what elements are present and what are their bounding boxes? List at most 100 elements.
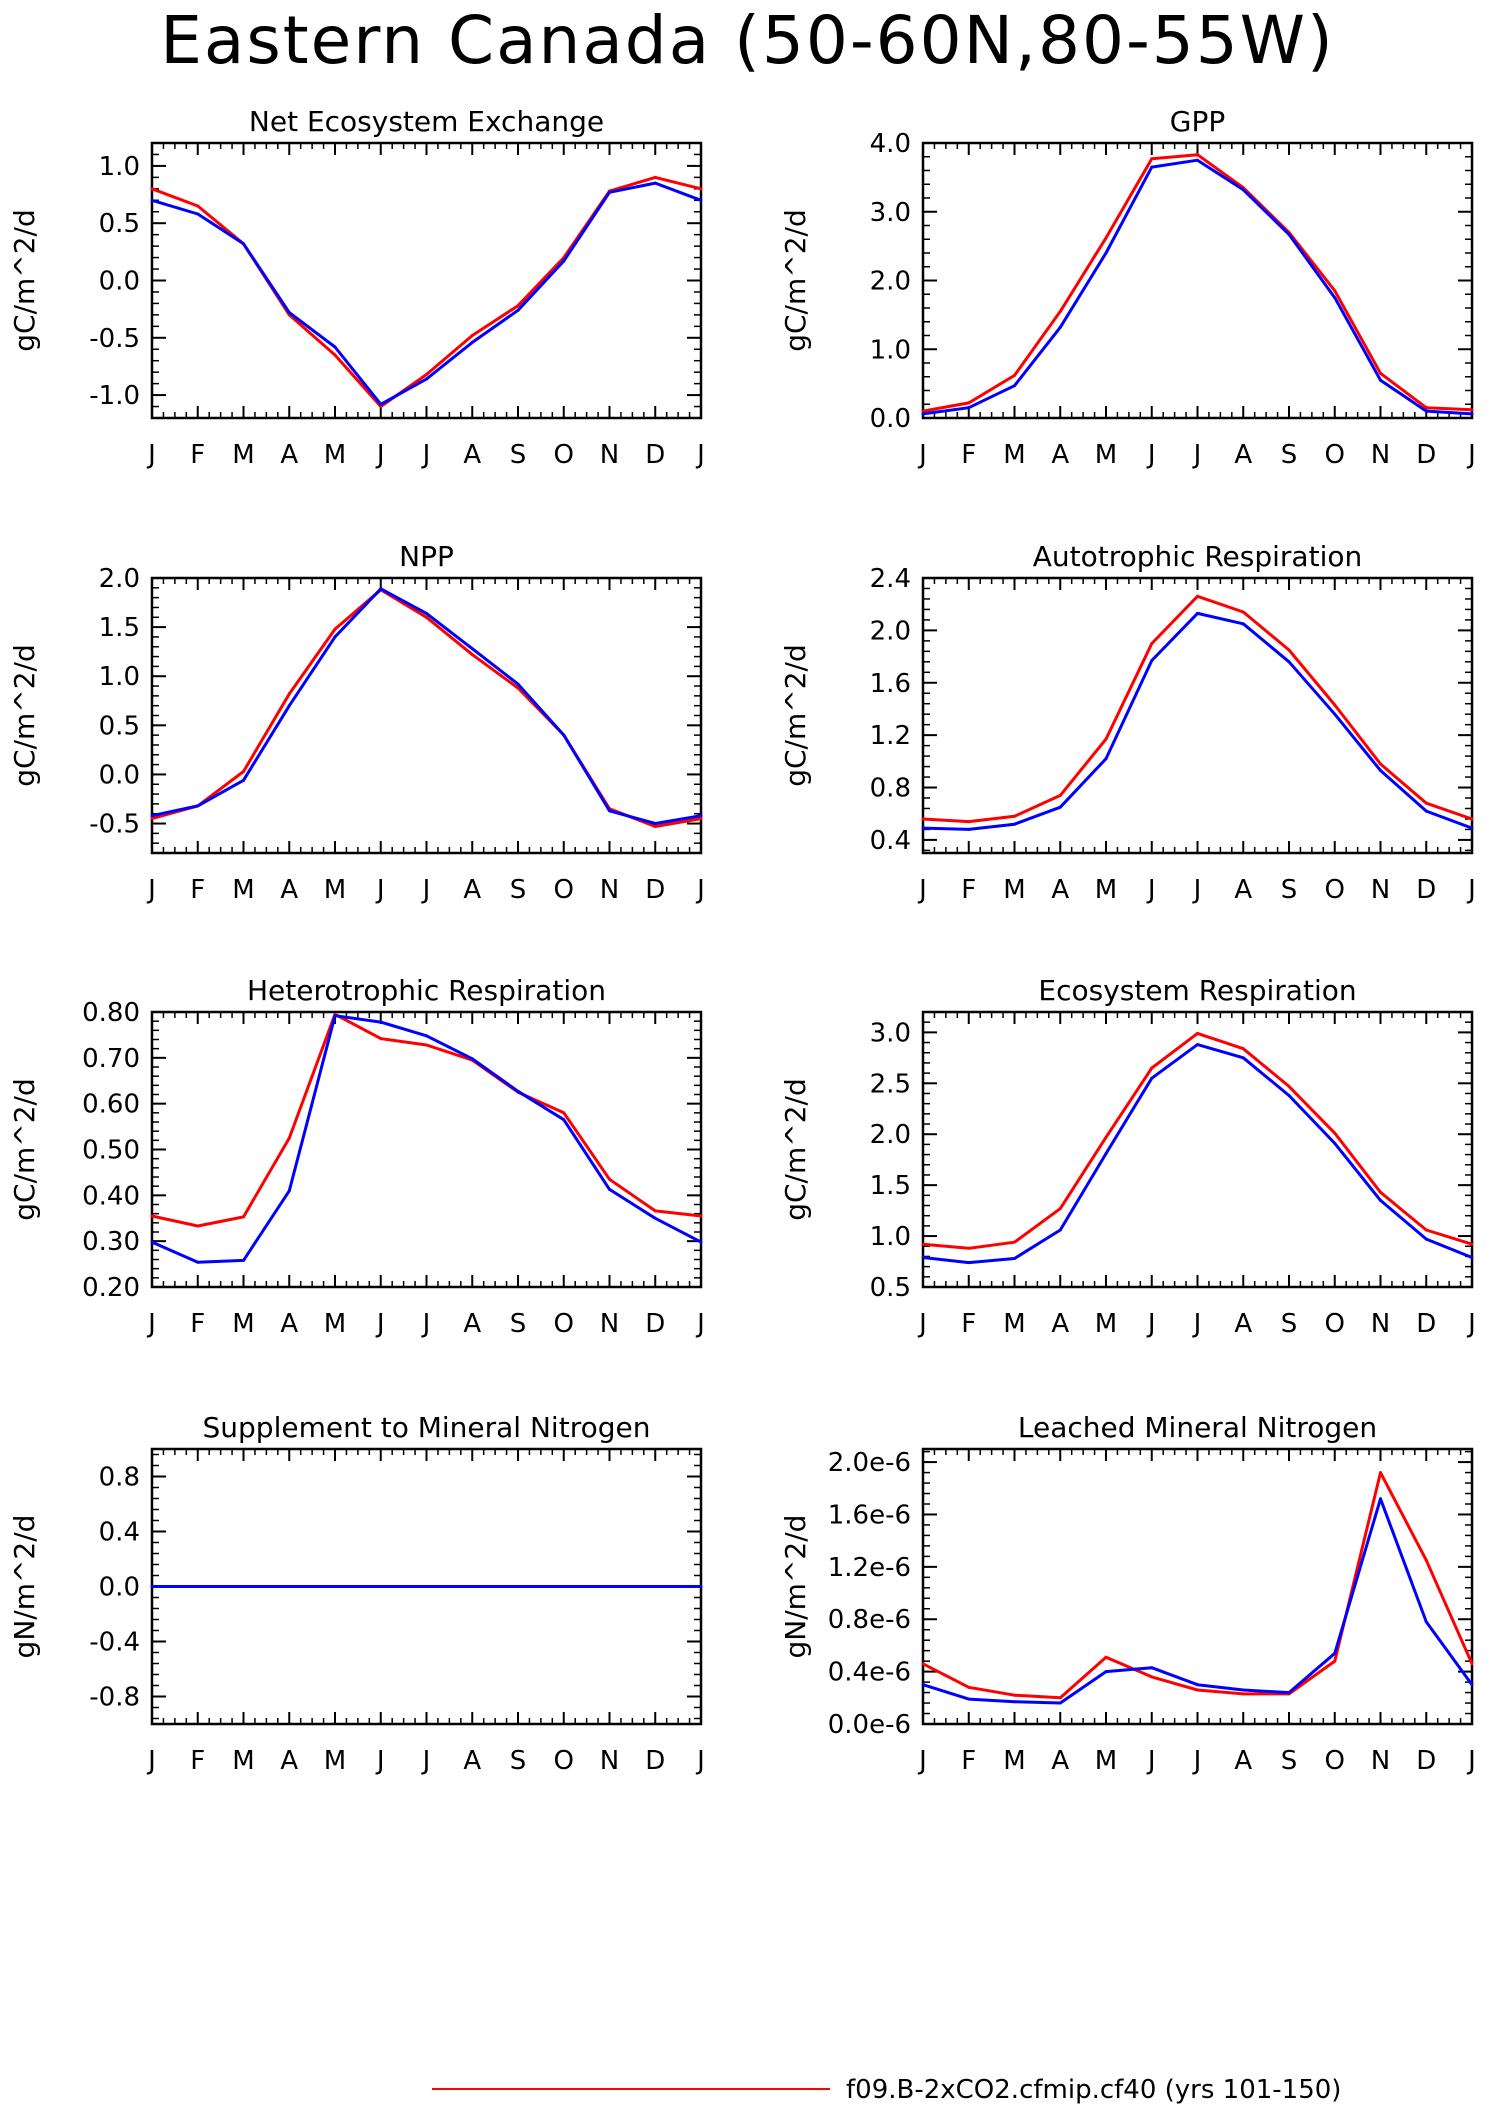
- y-tick-label: 0.8: [99, 1463, 140, 1493]
- x-tick-label: M: [324, 440, 346, 470]
- x-tick-label: A: [463, 440, 481, 470]
- x-tick-label: J: [1192, 1309, 1202, 1339]
- data-point: [562, 1118, 566, 1122]
- y-tick-label: 2.0: [870, 267, 911, 297]
- series-line: [922, 1471, 1474, 1700]
- series-line: [922, 158, 1473, 416]
- data-point: [1241, 1056, 1245, 1060]
- plot-frame: [921, 141, 1474, 420]
- data-point: [333, 1014, 337, 1018]
- x-tick-label: D: [1416, 1309, 1436, 1339]
- x-tick-label: M: [232, 875, 254, 905]
- y-tick-label: -1.0: [89, 381, 140, 411]
- y-tick-label: 0.0e-6: [828, 1710, 911, 1740]
- x-tick-label: J: [146, 1746, 156, 1776]
- data-point: [516, 304, 520, 308]
- x-tick-label: A: [280, 1309, 298, 1339]
- x-tick-label: J: [1466, 440, 1476, 470]
- data-point: [1150, 1666, 1154, 1670]
- data-point: [1104, 1670, 1108, 1674]
- series-line: [151, 181, 702, 406]
- x-tick-label: A: [1051, 875, 1069, 905]
- data-point: [379, 402, 383, 406]
- data-point: [653, 175, 657, 179]
- y-tick-label: 0.40: [82, 1181, 140, 1211]
- panel-title: Supplement to Mineral Nitrogen: [203, 1411, 651, 1444]
- data-point: [1150, 157, 1154, 161]
- data-point: [287, 704, 291, 708]
- y-tick-label: 2.0: [870, 1120, 911, 1150]
- data-point: [1013, 1256, 1016, 1260]
- x-tick-label: A: [280, 875, 298, 905]
- x-tick-label: J: [1466, 1309, 1476, 1339]
- data-point: [1241, 1047, 1245, 1051]
- series-line: [151, 587, 702, 825]
- x-tick-label: J: [695, 1309, 705, 1339]
- data-point: [379, 1585, 383, 1588]
- y-tick-label: -0.5: [89, 810, 140, 840]
- data-point: [1470, 1255, 1474, 1259]
- data-point: [287, 1189, 291, 1193]
- data-point: [1013, 814, 1016, 818]
- x-tick-label: M: [1003, 440, 1025, 470]
- x-tick-label: J: [695, 875, 705, 905]
- data-point: [379, 587, 383, 591]
- x-tick-label: M: [324, 1746, 346, 1776]
- x-tick-label: A: [463, 1309, 481, 1339]
- data-point: [653, 1216, 657, 1220]
- data-point: [1104, 737, 1108, 741]
- x-tick-label: M: [1095, 1746, 1117, 1776]
- y-axis-label: gC/m^2/d: [779, 209, 812, 352]
- data-point: [1104, 1655, 1108, 1659]
- data-point: [1287, 232, 1291, 236]
- data-point: [1104, 251, 1108, 255]
- data-point: [379, 1037, 383, 1041]
- data-point: [1058, 793, 1062, 797]
- y-tick-label: 3.0: [870, 1018, 911, 1048]
- data-point: [196, 204, 200, 208]
- panel-title: Net Ecosystem Exchange: [249, 105, 604, 138]
- data-point: [921, 412, 925, 416]
- y-tick-label: 0.5: [99, 209, 140, 239]
- data-point: [921, 1683, 925, 1687]
- y-tick-label: 1.0: [99, 152, 140, 182]
- data-point: [921, 1662, 925, 1666]
- y-tick-label: 0.0: [99, 1573, 140, 1603]
- data-point: [1333, 1131, 1337, 1135]
- y-tick-label: 1.5: [99, 613, 140, 643]
- y-tick-label: 2.5: [870, 1069, 911, 1099]
- x-tick-label: J: [146, 1309, 156, 1339]
- y-tick-label: -0.5: [89, 324, 140, 354]
- x-tick-label: J: [1146, 875, 1156, 905]
- data-point: [967, 401, 971, 405]
- data-point: [516, 308, 520, 312]
- data-point: [921, 409, 925, 413]
- panel-title: Heterotrophic Respiration: [247, 974, 606, 1007]
- y-tick-label: 0.8e-6: [828, 1605, 911, 1635]
- data-point: [1287, 660, 1291, 664]
- x-tick-label: J: [695, 1746, 705, 1776]
- data-point: [1104, 757, 1108, 761]
- x-tick-label: J: [917, 875, 927, 905]
- x-tick-label: D: [1416, 875, 1436, 905]
- data-point: [1013, 1693, 1016, 1697]
- data-point: [379, 1020, 383, 1024]
- x-tick-label: A: [463, 875, 481, 905]
- y-tick-label: 3.0: [870, 198, 911, 228]
- data-point: [1379, 1471, 1382, 1475]
- x-tick-label: J: [375, 1746, 385, 1776]
- data-point: [1196, 611, 1199, 615]
- x-tick-label: J: [1466, 1746, 1476, 1776]
- y-tick-label: 0.0: [99, 267, 140, 297]
- x-tick-label: S: [510, 1746, 527, 1776]
- panel-title: Leached Mineral Nitrogen: [1018, 1411, 1377, 1444]
- panel-title: GPP: [1170, 105, 1225, 138]
- data-point: [425, 1034, 428, 1038]
- data-point: [516, 682, 520, 686]
- x-tick-label: N: [1371, 875, 1390, 905]
- series-line: [922, 611, 1473, 831]
- data-point: [1424, 409, 1428, 413]
- series-line: [922, 594, 1473, 824]
- x-tick-label: M: [1095, 1309, 1117, 1339]
- x-tick-label: A: [1051, 440, 1069, 470]
